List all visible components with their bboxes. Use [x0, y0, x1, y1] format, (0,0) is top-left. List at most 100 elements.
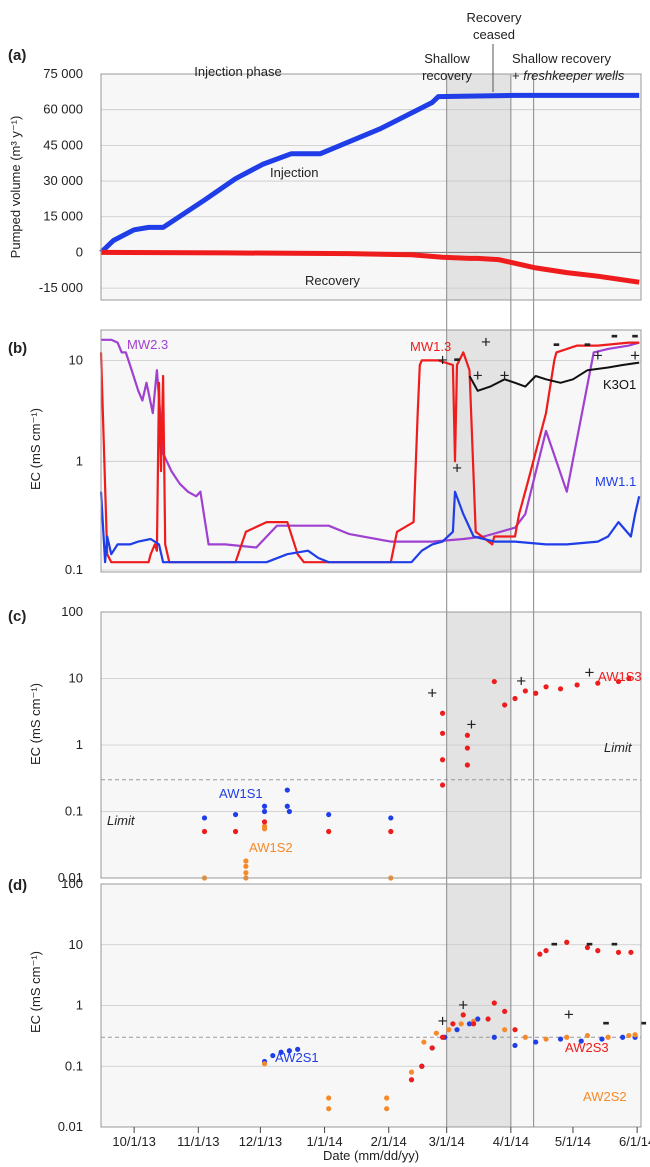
- data-point-aw2s2: [522, 1034, 528, 1040]
- data-point-aw1s1: [261, 808, 268, 815]
- data-point-aw2s2: [326, 1095, 332, 1101]
- data-point-aw1s1: [286, 808, 292, 815]
- panel-frame: [100, 329, 642, 573]
- y-tick-label: 75 000: [43, 66, 83, 81]
- x-tick-label: 5/1/14: [555, 1134, 591, 1149]
- phase-shading: [446, 74, 511, 1127]
- data-point-aw2s1: [578, 1038, 584, 1044]
- panel-letter-c: (c): [8, 608, 26, 625]
- y-tick-label: 0.1: [65, 1058, 83, 1073]
- data-point-aw1s3: [533, 690, 539, 696]
- y-tick-label: 10: [69, 937, 83, 952]
- data-point-aw2s3: [595, 948, 601, 954]
- data-point-aw1s3: [439, 730, 446, 736]
- data-point-aw2s2: [605, 1034, 611, 1040]
- data-point-aw2s2: [584, 1032, 591, 1039]
- y-tick-label: -15 000: [39, 280, 83, 295]
- data-point-aw1s3: [574, 682, 580, 688]
- data-point-aw1s3: [512, 695, 518, 702]
- data-point-aw1s2: [243, 863, 249, 869]
- data-point-aw2s2: [626, 1032, 632, 1039]
- y-tick-label: 15 000: [43, 209, 83, 224]
- plus-marker: +: [630, 346, 640, 365]
- data-point-aw2s3: [584, 944, 591, 951]
- data-point-aw2s1: [533, 1039, 539, 1045]
- data-point-aw1s2: [243, 858, 249, 864]
- minus-marker: -: [631, 322, 638, 347]
- panel-frame: [100, 883, 642, 1128]
- panel-letter-d: (d): [8, 877, 27, 894]
- data-point-aw1s3: [502, 702, 508, 708]
- x-tick-label: 4/1/14: [493, 1134, 529, 1149]
- data-point-aw1s3: [388, 828, 394, 835]
- data-point-aw2s3: [512, 1027, 518, 1033]
- data-point-aw2s3: [491, 1000, 497, 1006]
- phase-freshkeeper-plus: +: [512, 68, 523, 83]
- y-tick-label: 1: [76, 737, 83, 752]
- y-tick-label: 0: [76, 244, 83, 259]
- panel-background: [101, 330, 641, 572]
- y-tick-label: 10: [69, 352, 83, 367]
- data-point-aw1s3: [615, 678, 622, 685]
- data-point-aw1s1: [201, 815, 208, 821]
- y-tick-label: 100: [61, 604, 83, 619]
- data-point-aw1s1: [232, 811, 239, 818]
- plus-marker: +: [438, 1011, 448, 1030]
- data-point-aw1s3: [232, 828, 239, 835]
- plus-marker: +: [516, 672, 526, 691]
- minus-marker: -: [551, 930, 558, 955]
- series-line-injection: [99, 92, 640, 255]
- y-tick-label: 45 000: [43, 137, 83, 152]
- series-line-mw13: [99, 341, 640, 564]
- data-point-aw1s2: [243, 870, 249, 876]
- data-point-aw2s1: [454, 1027, 460, 1033]
- series-label-aw1s2: AW1S2: [249, 840, 293, 855]
- data-point-aw2s3: [628, 949, 634, 955]
- data-point-aw2s1: [270, 1052, 276, 1059]
- y-tick-label: 100: [61, 876, 83, 891]
- data-point-aw2s2: [384, 1095, 390, 1101]
- data-point-aw2s3: [429, 1045, 435, 1051]
- data-point-aw1s3: [626, 675, 632, 682]
- data-point-aw1s2: [261, 826, 268, 832]
- data-point-aw2s1: [466, 1021, 473, 1027]
- data-point-aw2s3: [537, 951, 543, 957]
- data-point-aw1s3: [439, 710, 446, 716]
- x-tick-label: 10/1/13: [112, 1134, 155, 1149]
- series-label-aw2s2: AW2S2: [583, 1089, 627, 1104]
- data-point-aw2s1: [599, 1036, 605, 1042]
- x-tick-label: 3/1/14: [429, 1134, 465, 1149]
- data-point-aw1s3: [543, 684, 549, 690]
- limit-label-c: Limit: [604, 740, 633, 755]
- data-point-aw2s3: [471, 1021, 477, 1027]
- series-label-injection: Injection: [270, 165, 318, 180]
- phase-shallow-label-1: Shallow: [424, 51, 470, 66]
- phase-injection-label: Injection phase: [194, 64, 281, 79]
- data-point-aw1s3: [326, 828, 332, 835]
- data-point-aw1s3: [522, 688, 528, 694]
- phase-freshkeeper-label-1: Shallow recovery: [512, 51, 611, 66]
- plus-marker: +: [593, 346, 603, 365]
- series-line-mw11: [99, 490, 641, 564]
- data-point-aw2s3: [543, 948, 549, 954]
- plus-marker: +: [458, 996, 468, 1015]
- minus-marker: -: [453, 345, 460, 370]
- data-point-aw2s3: [564, 939, 570, 945]
- phase-freshkeeper-label-2: + freshkeeper wells: [512, 68, 625, 83]
- data-point-aw2s1: [620, 1034, 626, 1040]
- data-point-aw2s3: [439, 1034, 446, 1040]
- phase-freshkeeper-italic: freshkeeper wells: [523, 68, 625, 83]
- y-tick-label: 0.1: [65, 804, 83, 819]
- x-tick-label: 6/1/14: [619, 1134, 650, 1149]
- ylabel-panel-a: Pumped volume (m³ y⁻¹): [8, 116, 23, 259]
- data-point-aw2s2: [564, 1034, 570, 1040]
- phase-ceased-label-2: ceased: [473, 27, 515, 42]
- phase-ceased-label-1: Recovery: [467, 10, 522, 25]
- minus-marker: -: [602, 1009, 609, 1034]
- data-point-aw2s3: [450, 1021, 456, 1027]
- data-point-aw2s2: [408, 1069, 415, 1075]
- data-point-aw1s1: [261, 803, 268, 809]
- minus-marker: -: [611, 930, 618, 955]
- data-point-aw1s3: [201, 828, 208, 835]
- data-point-aw2s2: [433, 1030, 439, 1036]
